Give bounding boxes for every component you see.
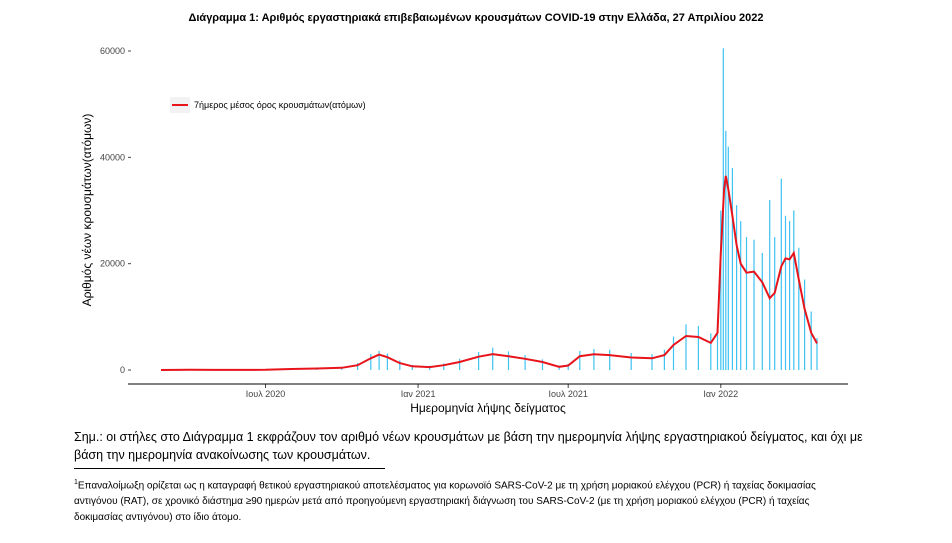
y-axis-title: Αριθμός νέων κρουσμάτων(ατόμων): [80, 114, 94, 307]
daily-cases-bar: [663, 349, 665, 370]
daily-cases-bar: [672, 336, 675, 370]
y-axis-ticks: 0 20000 40000 60000: [100, 46, 131, 375]
x-tick-label: Ιαν 2021: [401, 389, 436, 399]
daily-cases-bar: [411, 364, 413, 370]
daily-cases-bar: [804, 279, 806, 370]
legend: 7ήμερος μέσος όρος κρουσμάτων(ατόμων): [170, 97, 366, 113]
daily-cases-bar: [798, 247, 800, 370]
daily-cases-bar: [609, 349, 611, 370]
footnote-divider: [74, 468, 385, 469]
daily-cases-bar: [399, 360, 401, 370]
seven-day-average-line: [160, 175, 818, 371]
footnote-mark: 1: [74, 479, 78, 486]
daily-cases-bar: [579, 350, 581, 370]
daily-cases-bar: [357, 363, 359, 370]
daily-cases-bar: [541, 359, 544, 370]
daily-cases-bar: [740, 221, 742, 370]
daily-cases-bar: [789, 221, 791, 370]
daily-cases-bar: [386, 353, 388, 370]
daily-cases-bar: [630, 353, 632, 370]
x-axis-title: Ημερομηνία λήψης δείγματος: [410, 401, 566, 415]
y-tick-label: 60000: [100, 46, 125, 56]
y-tick-label: 40000: [100, 152, 125, 162]
x-tick-label: Ιουλ 2020: [246, 389, 285, 399]
daily-cases-bar: [443, 363, 445, 370]
daily-cases-bar: [736, 205, 738, 370]
daily-cases-bar: [459, 358, 461, 370]
x-axis-ticks: Ιουλ 2020 Ιαν 2021 Ιουλ 2021 Ιαν 2022: [246, 384, 738, 399]
daily-cases-bar: [567, 363, 569, 370]
daily-cases-bar: [810, 311, 812, 370]
x-tick-label: Ιαν 2022: [703, 389, 738, 399]
daily-cases-bar: [378, 350, 380, 370]
y-tick-label: 0: [120, 365, 125, 375]
daily-cases-bar: [793, 210, 795, 370]
daily-cases-bar: [745, 237, 748, 370]
daily-cases-bar: [780, 178, 782, 370]
daily-cases-bar: [784, 215, 787, 370]
daily-cases-bar: [731, 168, 733, 370]
daily-cases-bar: [727, 146, 729, 370]
y-tick-label: 20000: [100, 259, 125, 269]
legend-label: 7ήμερος μέσος όρος κρουσμάτων(ατόμων): [194, 100, 366, 110]
daily-cases-bar: [478, 351, 480, 370]
daily-cases-bar: [769, 199, 771, 370]
daily-cases-bar: [492, 347, 494, 370]
daily-cases-bar: [720, 210, 722, 370]
daily-cases-bar: [651, 354, 653, 370]
chart-title: Διάγραμμα 1: Αριθμός εργαστηριακά επιβεβ…: [188, 12, 764, 24]
daily-cases-bar: [685, 324, 687, 370]
daily-cases-bar: [753, 239, 755, 370]
daily-cases-bar: [507, 351, 510, 370]
daily-cases-bar: [761, 253, 763, 370]
daily-cases-bar: [816, 338, 818, 370]
daily-cases-bar: [370, 354, 372, 370]
daily-cases-bar: [710, 333, 712, 370]
daily-cases-bar: [774, 237, 776, 370]
daily-cases-bar: [524, 355, 526, 370]
daily-cases-bar: [593, 349, 595, 370]
daily-cases-bar: [716, 319, 719, 370]
daily-cases-bar: [725, 130, 727, 371]
daily-cases-bar: [697, 325, 699, 370]
x-tick-label: Ιουλ 2021: [548, 389, 587, 399]
footnote: 1Επαναλοίμωξη ορίζεται ως η καταγραφή θε…: [74, 475, 854, 526]
footnote-text: Επαναλοίμωξη ορίζεται ως η καταγραφή θετ…: [74, 480, 816, 524]
chart-note: Σημ.: οι στήλες στο Διάγραμμα 1 εκφράζου…: [74, 430, 863, 462]
